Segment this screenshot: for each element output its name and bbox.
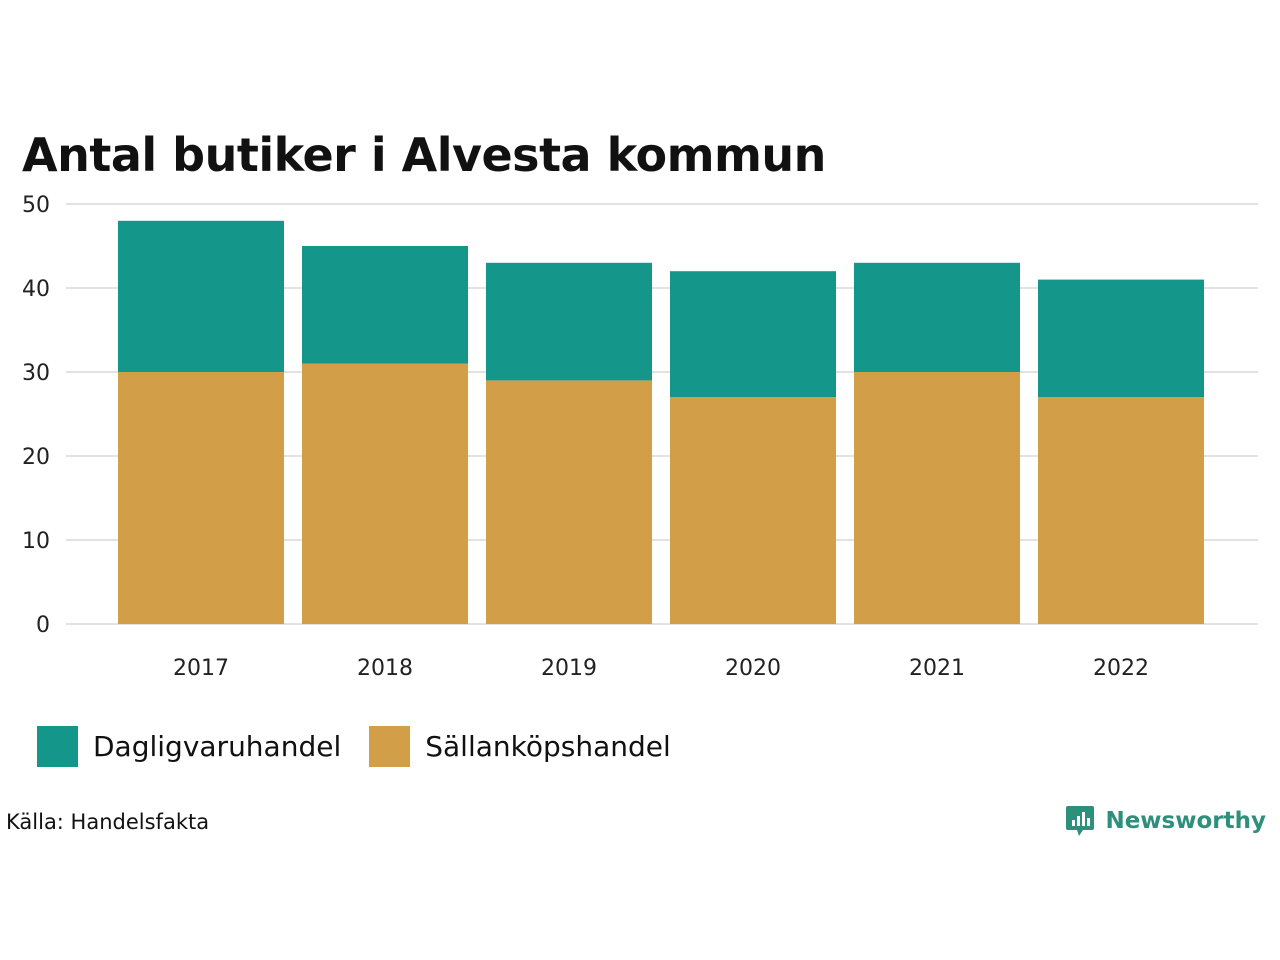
- y-axis-ticks: 0 10 20 30 40 50: [22, 193, 50, 638]
- bar-sallankopshandel-2021: [854, 372, 1020, 624]
- brand: Newsworthy: [1065, 804, 1266, 838]
- bar-sallankopshandel-2022: [1038, 397, 1204, 624]
- bar-dagligvaruhandel-2020: [670, 271, 836, 398]
- x-axis-ticks: 2017 2018 2019 2020 2021 2022: [173, 656, 1149, 681]
- bar-dagligvaruhandel-2018: [302, 246, 468, 364]
- legend-label-sallankopshandel: Sällanköpshandel: [425, 730, 671, 763]
- x-tick-label-2017: 2017: [173, 656, 229, 681]
- legend-label-dagligvaruhandel: Dagligvaruhandel: [93, 730, 342, 763]
- y-tick-label-30: 30: [22, 361, 50, 386]
- legend-swatch-dagligvaruhandel: [37, 726, 78, 767]
- x-tick-label-2020: 2020: [725, 656, 781, 681]
- source-note: Källa: Handelsfakta: [6, 810, 210, 834]
- bar-dagligvaruhandel-2019: [486, 262, 652, 381]
- bar-sallankopshandel-2017: [118, 372, 284, 624]
- y-tick-label-50: 50: [22, 193, 50, 218]
- chart-title: Antal butiker i Alvesta kommun: [22, 128, 826, 182]
- legend: Dagligvaruhandel Sällanköpshandel: [37, 726, 699, 767]
- bar-dagligvaruhandel-2021: [854, 262, 1020, 372]
- bar-sallankopshandel-2020: [670, 397, 836, 624]
- x-tick-label-2021: 2021: [909, 656, 965, 681]
- y-tick-label-0: 0: [36, 613, 50, 638]
- x-tick-label-2019: 2019: [541, 656, 597, 681]
- legend-swatch-sallankopshandel: [369, 726, 411, 767]
- brand-name: Newsworthy: [1105, 808, 1266, 834]
- legend-item-sallankopshandel: Sällanköpshandel: [369, 726, 671, 767]
- x-tick-label-2018: 2018: [357, 656, 413, 681]
- y-tick-label-10: 10: [22, 529, 50, 554]
- bar-sallankopshandel-2019: [486, 380, 652, 624]
- legend-item-dagligvaruhandel: Dagligvaruhandel: [37, 726, 341, 767]
- bar-sallankopshandel-2018: [302, 363, 468, 624]
- x-tick-label-2022: 2022: [1093, 656, 1149, 681]
- y-tick-label-20: 20: [22, 445, 50, 470]
- bar-dagligvaruhandel-2022: [1038, 279, 1204, 398]
- y-tick-label-40: 40: [22, 277, 50, 302]
- newsworthy-logo-icon: [1066, 806, 1095, 836]
- bar-dagligvaruhandel-2017: [118, 220, 284, 372]
- bars: [118, 220, 1204, 624]
